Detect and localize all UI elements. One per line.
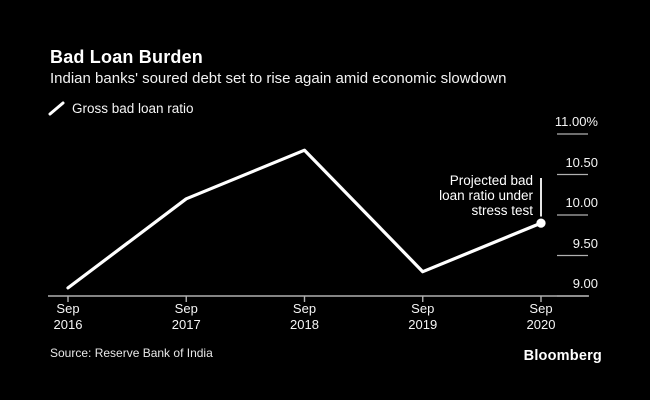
chart-legend: Gross bad loan ratio (48, 101, 194, 116)
x-axis-label: Sep 2017 (171, 301, 201, 332)
y-axis-label: 9.50 (572, 235, 598, 251)
x-axis-label: Sep 2016 (53, 301, 83, 332)
y-axis-label: 10.00 (565, 195, 598, 210)
gross-bad-loan-ratio-line (66, 148, 543, 290)
legend-label: Gross bad loan ratio (72, 101, 194, 116)
x-axis-label: Sep 2018 (290, 301, 319, 332)
legend-line-icon (48, 101, 65, 116)
chart-subtitle: Indian banks' soured debt set to rise ag… (50, 70, 507, 87)
source-note: Source: Reserve Bank of India (50, 346, 213, 360)
y-axis-label: 11.00% (554, 114, 598, 129)
y-axis-label: 9.00 (572, 276, 598, 291)
bloomberg-logo: Bloomberg (523, 348, 602, 364)
projected-point-marker (536, 218, 546, 228)
x-axis-label: Sep 2019 (408, 301, 438, 332)
projection-annotation: Projected bad loan ratio under stress te… (439, 173, 533, 218)
x-axis-label: Sep 2020 (526, 301, 556, 332)
chart-header: Bad Loan Burden Indian banks' soured deb… (50, 47, 506, 88)
y-axis-label: 10.50 (565, 154, 598, 170)
chart-title: Bad Loan Burden (50, 47, 204, 67)
